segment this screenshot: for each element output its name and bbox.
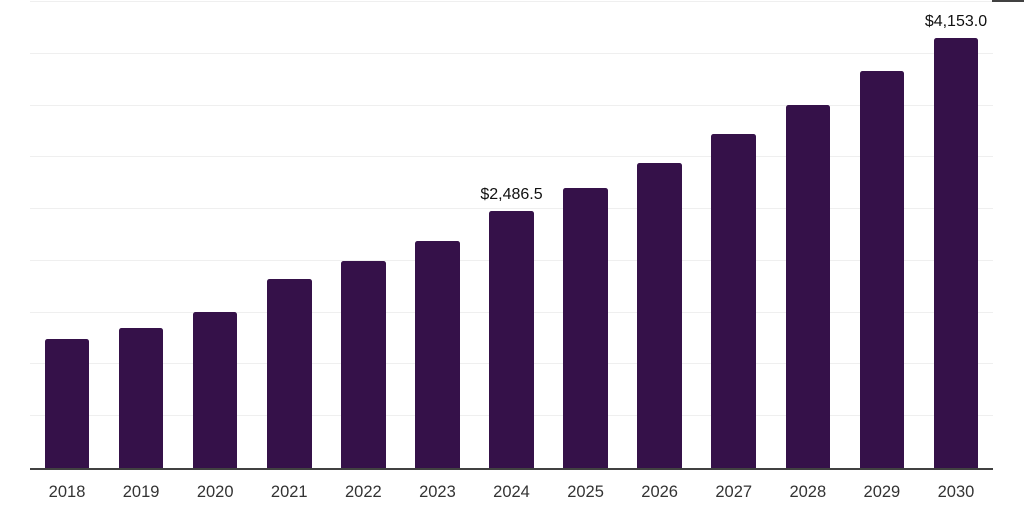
x-axis-label-2029: 2029 xyxy=(863,483,901,501)
gridline-3500 xyxy=(30,104,993,106)
x-axis-label-2022: 2022 xyxy=(344,483,382,501)
top-edge-border-segment xyxy=(992,0,1024,2)
x-axis-label-2027: 2027 xyxy=(715,483,753,501)
bar-2021 xyxy=(267,279,312,468)
x-axis-label-2019: 2019 xyxy=(122,483,160,501)
x-axis-label-2026: 2026 xyxy=(641,483,678,501)
bar-2018 xyxy=(44,338,90,468)
bar-2025 xyxy=(563,187,608,468)
x-axis-label-2025: 2025 xyxy=(567,483,604,501)
data-label-2024: $2,486.5 xyxy=(480,185,543,203)
gridline-4000 xyxy=(30,52,993,54)
bar-2026 xyxy=(637,162,682,468)
x-axis-label-2020: 2020 xyxy=(196,483,234,501)
gridline-3000 xyxy=(30,156,993,158)
bar-2028 xyxy=(785,104,831,468)
bar-2024 xyxy=(489,210,534,468)
x-axis-label-2018: 2018 xyxy=(48,483,86,501)
bar-2030 xyxy=(933,37,979,468)
gridline-4500 xyxy=(30,1,993,2)
bar-2020 xyxy=(192,311,238,468)
x-axis-label-2023: 2023 xyxy=(419,483,456,501)
x-axis-label-2028: 2028 xyxy=(789,483,827,501)
bar-2019 xyxy=(118,328,164,468)
gridline-2500 xyxy=(30,208,993,210)
x-axis-label-2024: 2024 xyxy=(493,483,530,501)
bar-2029 xyxy=(859,71,905,468)
bar-2027 xyxy=(711,133,756,468)
x-axis-line xyxy=(30,468,993,470)
bar-2023 xyxy=(415,240,460,468)
x-axis-label-2030: 2030 xyxy=(937,483,975,501)
data-label-2030: $4,153.0 xyxy=(924,12,988,30)
x-axis-label-2021: 2021 xyxy=(270,483,308,501)
plot-area: $2,486.5 $4,153.0 xyxy=(30,1,993,468)
bar-2022 xyxy=(341,260,386,468)
